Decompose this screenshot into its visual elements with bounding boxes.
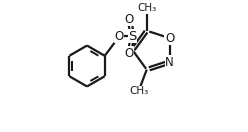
Text: S: S [128, 30, 137, 43]
Text: CH₃: CH₃ [130, 86, 149, 96]
Text: O: O [125, 13, 134, 26]
Text: N: N [165, 56, 174, 69]
Text: O: O [125, 47, 134, 60]
Text: CH₃: CH₃ [137, 3, 156, 13]
Text: O: O [165, 32, 174, 45]
Text: O: O [115, 30, 124, 43]
